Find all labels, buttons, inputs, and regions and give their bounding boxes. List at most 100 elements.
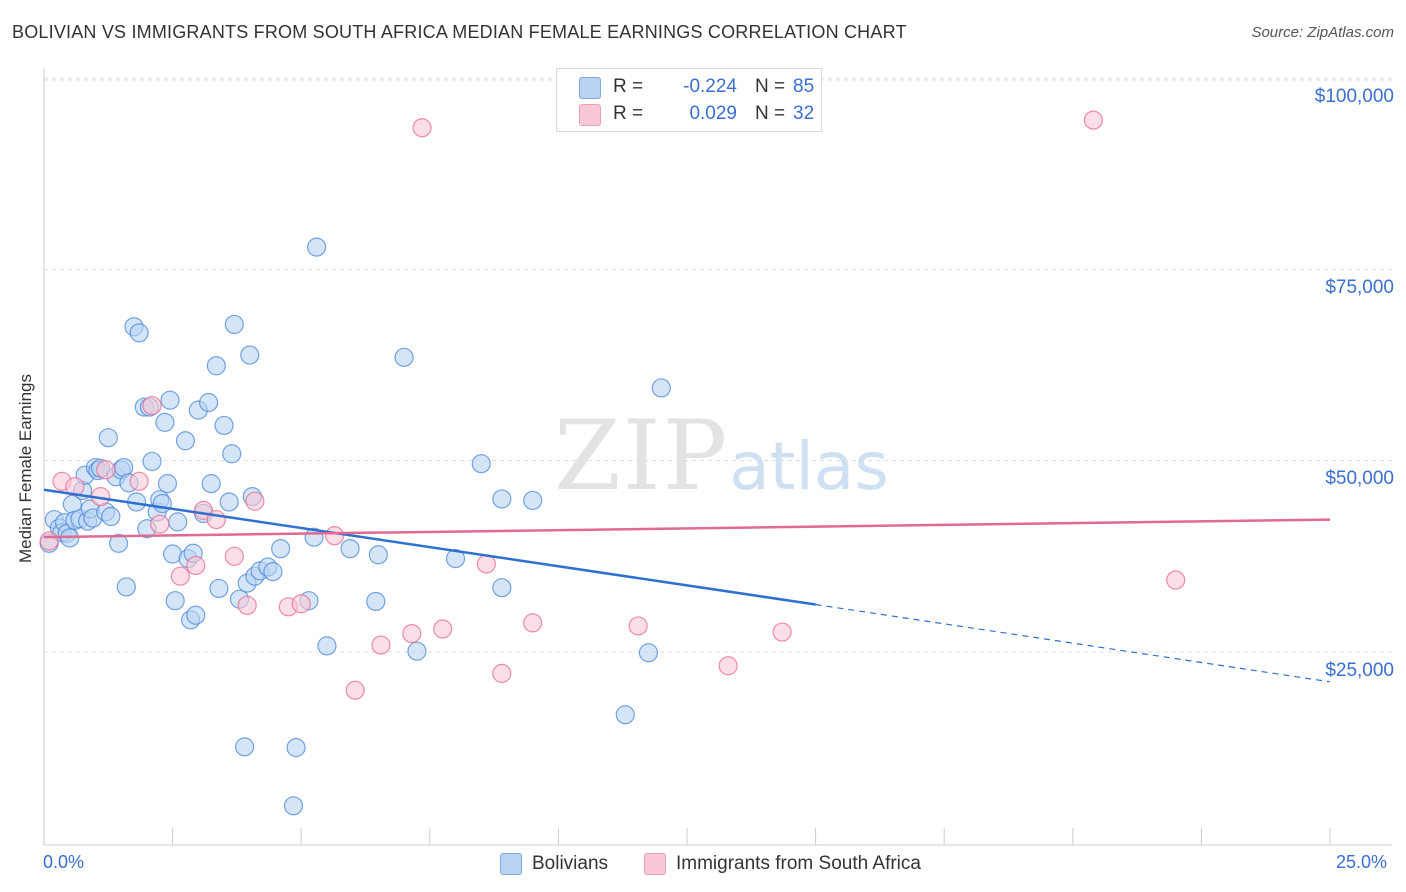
- point-south-africa: [523, 613, 543, 633]
- bottom-legend-label-south-africa: Immigrants from South Africa: [676, 853, 921, 874]
- point-bolivians: [340, 539, 360, 559]
- trend-line-extension-bolivians: [815, 603, 1331, 683]
- point-bolivians: [168, 512, 188, 532]
- x-tick-label-min: 0.0%: [43, 852, 85, 872]
- point-south-africa: [433, 619, 453, 639]
- point-bolivians: [492, 578, 512, 598]
- point-south-africa: [1166, 570, 1186, 590]
- point-bolivians: [445, 549, 466, 569]
- point-bolivians: [101, 506, 121, 527]
- point-bolivians: [214, 415, 234, 436]
- point-south-africa: [186, 555, 206, 576]
- point-south-africa: [402, 624, 422, 644]
- point-south-africa: [96, 460, 116, 480]
- point-bolivians: [492, 489, 512, 509]
- point-bolivians: [240, 345, 260, 365]
- point-south-africa: [142, 395, 162, 416]
- point-bolivians: [155, 412, 175, 432]
- source-credit: Source: ZipAtlas.com: [1251, 24, 1394, 41]
- point-south-africa: [412, 118, 432, 138]
- bottom-legend-swatch-bolivians: [500, 853, 522, 875]
- y-axis-label: Median Female Earnings: [16, 374, 35, 563]
- point-bolivians: [175, 431, 196, 451]
- point-bolivians: [116, 577, 136, 597]
- point-south-africa: [492, 663, 512, 684]
- y-tick-label-25000: $25,000: [1325, 660, 1394, 681]
- legend-r-label: R =: [613, 76, 644, 97]
- point-bolivians: [199, 392, 219, 413]
- y-tick-label-100000: $100,000: [1314, 86, 1394, 107]
- point-bolivians: [638, 643, 659, 663]
- point-bolivians: [235, 737, 255, 757]
- point-bolivians: [307, 237, 327, 257]
- legend-swatch-south-africa: [579, 104, 601, 126]
- point-south-africa: [628, 616, 648, 636]
- point-bolivians: [471, 454, 491, 474]
- point-bolivians: [523, 490, 543, 511]
- legend-n-label: N =: [755, 103, 786, 124]
- point-bolivians: [283, 796, 304, 816]
- bottom-legend-swatch-south-africa: [644, 853, 666, 875]
- y-tick-label-75000: $75,000: [1325, 277, 1394, 298]
- point-bolivians: [142, 451, 162, 472]
- point-bolivians: [615, 705, 635, 725]
- point-south-africa: [150, 514, 170, 534]
- bottom-legend-south-africa: Immigrants from South Africa: [644, 852, 964, 876]
- bottom-legend-label-bolivians: Bolivians: [532, 853, 609, 874]
- point-bolivians: [286, 738, 306, 758]
- trend-line-bolivians: [43, 488, 816, 606]
- point-south-africa: [325, 526, 345, 546]
- trend-line-south-africa: [43, 518, 1331, 539]
- point-bolivians: [651, 378, 671, 398]
- legend-r-value: -0.224: [683, 76, 737, 97]
- point-bolivians: [366, 591, 386, 612]
- point-south-africa: [129, 471, 149, 491]
- point-bolivians: [160, 390, 180, 410]
- legend-n-value: 85: [793, 76, 815, 97]
- point-bolivians: [157, 474, 178, 494]
- point-bolivians: [222, 444, 242, 464]
- point-bolivians: [407, 641, 427, 661]
- legend-n-value: 32: [793, 103, 815, 124]
- point-south-africa: [1083, 110, 1103, 130]
- point-bolivians: [263, 562, 283, 582]
- point-bolivians: [108, 533, 129, 553]
- point-south-africa: [371, 635, 391, 655]
- point-south-africa: [291, 594, 311, 614]
- point-bolivians: [152, 493, 172, 514]
- watermark: ZIPatlas: [554, 400, 889, 512]
- watermark-zip: ZIP: [554, 400, 730, 512]
- point-south-africa: [224, 546, 244, 566]
- point-south-africa: [65, 477, 85, 497]
- point-bolivians: [165, 591, 185, 611]
- point-bolivians: [206, 356, 226, 376]
- point-bolivians: [209, 578, 229, 599]
- point-bolivians: [219, 492, 239, 512]
- point-bolivians: [98, 428, 118, 448]
- point-bolivians: [317, 636, 337, 656]
- point-bolivians: [394, 347, 414, 367]
- x-tick-label-max: 25.0%: [1336, 852, 1388, 872]
- point-bolivians: [186, 605, 206, 625]
- point-bolivians: [271, 539, 291, 559]
- point-south-africa: [345, 680, 365, 700]
- point-south-africa: [39, 531, 59, 551]
- point-south-africa: [170, 566, 190, 586]
- legend-n-label: N =: [755, 76, 786, 97]
- point-south-africa: [245, 491, 265, 511]
- point-south-africa: [718, 656, 738, 676]
- legend-r-label: R =: [613, 103, 644, 124]
- correlation-legend: R = -0.224 N = 85 R = 0.029 N = 32: [556, 68, 822, 132]
- point-bolivians: [129, 323, 149, 343]
- legend-r-value: 0.029: [689, 103, 737, 124]
- point-bolivians: [201, 474, 221, 494]
- y-tick-label-50000: $50,000: [1325, 468, 1394, 489]
- point-bolivians: [224, 314, 244, 335]
- bottom-legend-bolivians: Bolivians: [500, 852, 630, 876]
- point-bolivians: [368, 545, 388, 565]
- legend-swatch-bolivians: [579, 77, 601, 99]
- chart-title: BOLIVIAN VS IMMIGRANTS FROM SOUTH AFRICA…: [12, 22, 907, 42]
- point-south-africa: [772, 622, 792, 642]
- point-south-africa: [237, 595, 257, 615]
